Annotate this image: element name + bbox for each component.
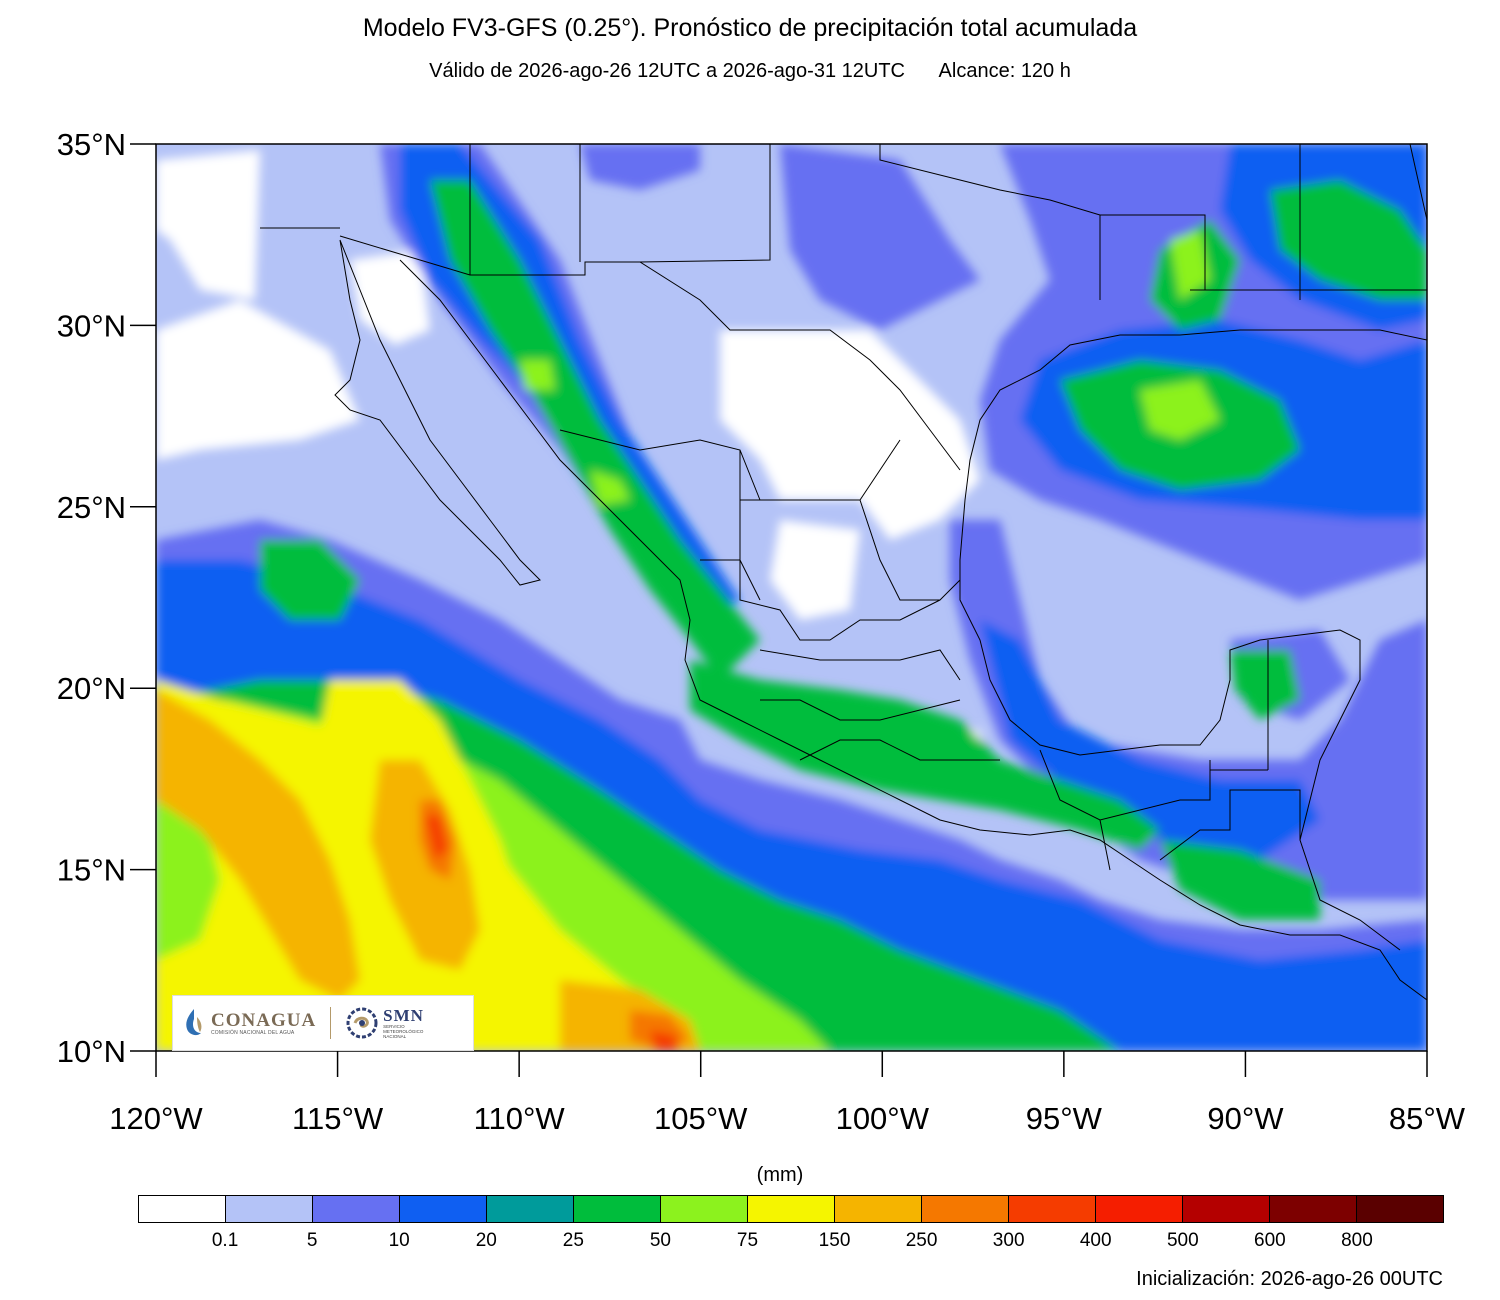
legend-tick-label: 500 bbox=[1166, 1230, 1199, 1251]
precipitation-map: 35°N 30°N 25°N 20°N 15°N 10°N 120°W 115°W 110°W… bbox=[57, 127, 1466, 1136]
legend-tick-label: 20 bbox=[475, 1230, 497, 1251]
legend-tick-label: 600 bbox=[1254, 1230, 1286, 1251]
longitude-axis: 120°W 115°W 110°W 105°W 100°W 95°W 90°W 85°W bbox=[109, 1051, 1466, 1136]
map-title: Modelo FV3-GFS (0.25°). Pronóstico de pr… bbox=[362, 14, 1138, 42]
legend-swatch bbox=[400, 1196, 487, 1222]
agency-logos: CONAGUA COMISIÓN NACIONAL DEL AGUA SMN S… bbox=[172, 995, 474, 1051]
latitude-axis: 35°N 30°N 25°N 20°N 15°N 10°N bbox=[57, 127, 156, 1069]
legend-tick-label: 400 bbox=[1079, 1230, 1112, 1251]
logo-separator bbox=[330, 1007, 332, 1039]
legend-swatch bbox=[1270, 1196, 1357, 1222]
legend-tick-label: 800 bbox=[1341, 1230, 1373, 1251]
smn-subtitle: SERVICIO METEOROLÓGICO NACIONAL bbox=[383, 1024, 424, 1039]
valid-period: Válido de 2026-ago-26 12UTC a 2026-ago-3… bbox=[429, 60, 905, 82]
lon-label: 85°W bbox=[1389, 1101, 1466, 1136]
forecast-range: Alcance: 120 h bbox=[938, 60, 1071, 82]
lon-label: 95°W bbox=[1026, 1101, 1103, 1136]
legend-tick-label: 0.1 bbox=[211, 1230, 239, 1251]
lat-label: 15°N bbox=[57, 853, 126, 888]
legend-swatch bbox=[574, 1196, 661, 1222]
legend-swatch bbox=[1183, 1196, 1270, 1222]
lon-label: 120°W bbox=[109, 1101, 203, 1136]
legend-units: (mm) bbox=[756, 1164, 804, 1186]
smn-name: SMN bbox=[383, 1006, 424, 1025]
legend-swatch bbox=[139, 1196, 226, 1222]
legend-tick-label: 150 bbox=[818, 1230, 851, 1251]
legend-swatch bbox=[835, 1196, 922, 1222]
lon-label: 115°W bbox=[292, 1101, 384, 1136]
legend-tick-label: 250 bbox=[905, 1230, 938, 1251]
legend-tick-label: 300 bbox=[992, 1230, 1025, 1251]
legend-swatch bbox=[226, 1196, 313, 1222]
legend-swatch bbox=[1357, 1196, 1443, 1222]
legend-colorbar bbox=[138, 1195, 1444, 1223]
legend-swatch bbox=[661, 1196, 748, 1222]
legend-swatch bbox=[1009, 1196, 1096, 1222]
precip-field bbox=[156, 144, 1427, 1051]
legend-tick-label: 5 bbox=[306, 1230, 318, 1251]
conagua-subtitle: COMISIÓN NACIONAL DEL AGUA bbox=[211, 1029, 295, 1036]
legend-tick-label: 10 bbox=[388, 1230, 410, 1251]
lat-label: 30°N bbox=[57, 308, 126, 343]
lon-label: 110°W bbox=[474, 1101, 566, 1136]
legend-swatch bbox=[487, 1196, 574, 1222]
legend-swatch bbox=[313, 1196, 400, 1222]
legend-tick-label: 25 bbox=[562, 1230, 584, 1251]
smn-logo-icon bbox=[346, 1007, 378, 1039]
legend-tick-label: 50 bbox=[649, 1230, 671, 1251]
lat-label: 25°N bbox=[57, 490, 126, 525]
coastlines-borders bbox=[260, 144, 1427, 1001]
legend-swatch bbox=[748, 1196, 835, 1222]
lat-label: 20°N bbox=[57, 671, 126, 706]
legend-swatch bbox=[922, 1196, 1009, 1222]
plot-frame bbox=[155, 143, 1428, 1052]
initialization-time: Inicialización: 2026-ago-26 00UTC bbox=[1136, 1268, 1443, 1290]
lat-label: 10°N bbox=[57, 1034, 126, 1069]
legend-swatch bbox=[1096, 1196, 1183, 1222]
lat-label: 35°N bbox=[57, 127, 126, 162]
lon-label: 100°W bbox=[836, 1101, 930, 1136]
legend-tick-label: 75 bbox=[736, 1230, 759, 1251]
map-subtitle: Válido de 2026-ago-26 12UTC a 2026-ago-3… bbox=[0, 60, 1500, 83]
conagua-logo-icon bbox=[186, 1009, 202, 1036]
lon-label: 105°W bbox=[654, 1101, 748, 1136]
conagua-name: CONAGUA bbox=[211, 1009, 317, 1031]
lon-label: 90°W bbox=[1207, 1101, 1284, 1136]
